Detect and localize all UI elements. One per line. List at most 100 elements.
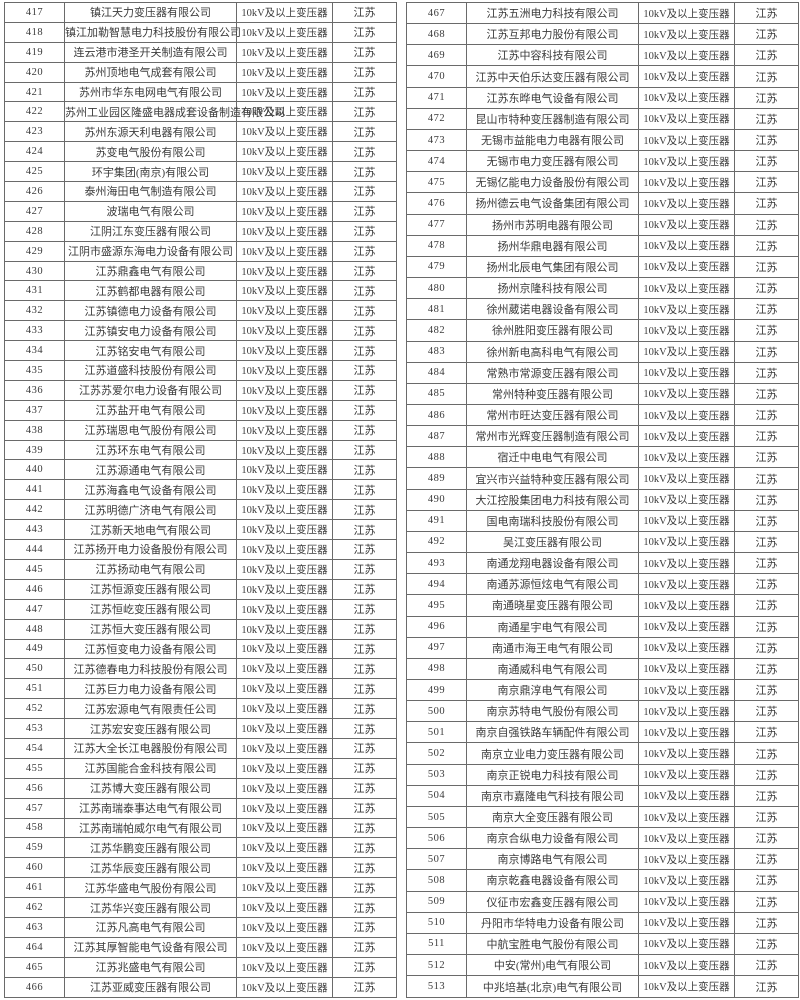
table-row: 509 仪征市宏鑫变压器有限公司 10kV及以上变压器 江苏 — [406, 890, 799, 913]
table-row: 460 江苏华辰变压器有限公司 10kV及以上变压器 江苏 — [4, 857, 397, 879]
table-row: 467 江苏五洲电力科技有限公司 10kV及以上变压器 江苏 — [406, 1, 799, 25]
product-category-cell: 10kV及以上变压器 — [236, 499, 333, 521]
company-name-cell: 扬州华鼎电器有限公司 — [466, 234, 639, 257]
product-category-cell: 10kV及以上变压器 — [638, 1, 735, 25]
row-number-cell: 427 — [4, 200, 65, 222]
product-category-cell: 10kV及以上变压器 — [638, 552, 735, 575]
row-number-cell: 466 — [4, 976, 65, 999]
company-name-cell: 江苏中容科技有限公司 — [466, 44, 639, 67]
product-category-cell: 10kV及以上变压器 — [236, 240, 333, 262]
company-name-cell: 苏变电气股份有限公司 — [64, 141, 237, 163]
company-name-cell: 南京鼎淳电气有限公司 — [466, 678, 639, 702]
province-cell: 江苏 — [332, 519, 397, 541]
province-cell: 江苏 — [332, 897, 397, 918]
company-name-cell: 江苏盐开电气有限公司 — [64, 399, 237, 421]
company-name-cell: 仪征市宏鑫变压器有限公司 — [466, 890, 639, 913]
table-row: 451 江苏巨力电力设备有限公司 10kV及以上变压器 江苏 — [4, 678, 397, 700]
table-row: 457 江苏南瑞泰事达电气有限公司 10kV及以上变压器 江苏 — [4, 797, 397, 819]
product-category-cell: 10kV及以上变压器 — [638, 86, 735, 109]
product-category-cell: 10kV及以上变压器 — [236, 936, 333, 958]
product-category-cell: 10kV及以上变压器 — [638, 488, 735, 511]
product-category-cell: 10kV及以上变压器 — [638, 107, 735, 130]
province-cell: 江苏 — [734, 107, 799, 130]
table-row: 448 江苏恒大变压器有限公司 10kV及以上变压器 江苏 — [4, 618, 397, 640]
table-row: 478 扬州华鼎电器有限公司 10kV及以上变压器 江苏 — [406, 234, 799, 257]
row-number-cell: 461 — [4, 877, 65, 899]
company-name-cell: 江苏凡高电气有限公司 — [64, 916, 237, 938]
table-row: 449 江苏恒变电力设备有限公司 10kV及以上变压器 江苏 — [4, 638, 397, 660]
product-category-cell: 10kV及以上变压器 — [236, 598, 333, 620]
table-row: 423 苏州东源天利电器有限公司 10kV及以上变压器 江苏 — [4, 121, 397, 143]
province-cell: 江苏 — [332, 578, 397, 600]
company-name-cell: 江苏镇安电力设备有限公司 — [64, 320, 237, 342]
row-number-cell: 500 — [406, 700, 467, 723]
company-name-cell: 江苏鹤都电器有限公司 — [64, 280, 237, 302]
row-number-cell: 449 — [4, 638, 65, 660]
product-category-cell: 10kV及以上变压器 — [236, 320, 333, 342]
province-cell: 江苏 — [734, 319, 799, 342]
table-row: 450 江苏德春电力科技股份有限公司 10kV及以上变压器 江苏 — [4, 658, 397, 680]
table-row: 463 江苏凡高电气有限公司 10kV及以上变压器 江苏 — [4, 916, 397, 938]
row-number-cell: 478 — [406, 234, 467, 257]
row-number-cell: 486 — [406, 403, 467, 427]
company-name-cell: 宜兴市兴益特种变压器有限公司 — [466, 467, 639, 490]
product-category-cell: 10kV及以上变压器 — [236, 181, 333, 202]
table-row: 487 常州市光辉变压器制造有限公司 10kV及以上变压器 江苏 — [406, 425, 799, 448]
province-cell: 江苏 — [332, 817, 397, 839]
row-number-cell: 440 — [4, 459, 65, 481]
company-name-cell: 江苏德春电力科技股份有限公司 — [64, 658, 237, 680]
table-row: 427 波瑞电气有限公司 10kV及以上变压器 江苏 — [4, 200, 397, 222]
table-row: 498 南通威科电气有限公司 10kV及以上变压器 江苏 — [406, 657, 799, 681]
supplier-table-right-body: 467 江苏五洲电力科技有限公司 10kV及以上变压器 江苏 468 江苏互邦电力股份有限… — [406, 1, 799, 998]
province-cell: 江苏 — [332, 101, 397, 123]
table-row: 496 南通星宇电气有限公司 10kV及以上变压器 江苏 — [406, 615, 799, 638]
table-row: 505 南京大全变压器有限公司 10kV及以上变压器 江苏 — [406, 805, 799, 829]
table-row: 499 南京鼎淳电气有限公司 10kV及以上变压器 江苏 — [406, 678, 799, 702]
province-cell: 江苏 — [734, 1, 799, 25]
row-number-cell: 435 — [4, 360, 65, 381]
row-number-cell: 455 — [4, 757, 65, 779]
table-row: 503 南京正锐电力科技有限公司 10kV及以上变压器 江苏 — [406, 763, 799, 786]
province-cell: 江苏 — [332, 340, 397, 362]
product-category-cell: 10kV及以上变压器 — [638, 446, 735, 469]
product-category-cell: 10kV及以上变压器 — [638, 975, 735, 998]
company-name-cell: 江苏亚威变压器有限公司 — [64, 976, 237, 999]
table-row: 424 苏变电气股份有限公司 10kV及以上变压器 江苏 — [4, 141, 397, 163]
product-category-cell: 10kV及以上变压器 — [236, 360, 333, 381]
table-row: 437 江苏盐开电气有限公司 10kV及以上变压器 江苏 — [4, 399, 397, 421]
company-name-cell: 江苏恒变电力设备有限公司 — [64, 638, 237, 660]
company-name-cell: 江苏华盛电气股份有限公司 — [64, 877, 237, 899]
table-row: 513 中兆培基(北京)电气有限公司 10kV及以上变压器 江苏 — [406, 975, 799, 998]
row-number-cell: 489 — [406, 467, 467, 490]
table-row: 459 江苏华鹏变压器有限公司 10kV及以上变压器 江苏 — [4, 837, 397, 859]
company-name-cell: 江苏苏爱尔电力设备有限公司 — [64, 379, 237, 401]
province-cell: 江苏 — [332, 220, 397, 242]
company-name-cell: 南京立业电力变压器有限公司 — [466, 742, 639, 765]
row-number-cell: 437 — [4, 399, 65, 421]
row-number-cell: 472 — [406, 107, 467, 130]
supplier-table-left-body: 417 镇江天力变压器有限公司 10kV及以上变压器 江苏 418 镇江加勒智慧电力科技股… — [4, 2, 397, 999]
product-category-cell: 10kV及以上变压器 — [638, 954, 735, 977]
province-cell: 江苏 — [734, 361, 799, 384]
product-category-cell: 10kV及以上变压器 — [638, 234, 735, 257]
province-cell: 江苏 — [332, 618, 397, 640]
province-cell: 江苏 — [332, 280, 397, 302]
province-cell: 江苏 — [734, 340, 799, 363]
company-name-cell: 苏州市华东电网电气有限公司 — [64, 81, 237, 103]
row-number-cell: 498 — [406, 657, 467, 681]
row-number-cell: 471 — [406, 86, 467, 109]
row-number-cell: 448 — [4, 618, 65, 640]
province-cell: 江苏 — [332, 21, 397, 43]
province-cell: 江苏 — [734, 192, 799, 215]
table-row: 455 江苏国能合金科技有限公司 10kV及以上变压器 江苏 — [4, 757, 397, 779]
company-name-cell: 吴江变压器有限公司 — [466, 530, 639, 554]
company-name-cell: 中航宝胜电气股份有限公司 — [466, 932, 639, 956]
row-number-cell: 446 — [4, 578, 65, 600]
province-cell: 江苏 — [332, 459, 397, 481]
table-row: 446 江苏恒源变压器有限公司 10kV及以上变压器 江苏 — [4, 578, 397, 600]
table-row: 471 江苏东晔电气设备有限公司 10kV及以上变压器 江苏 — [406, 86, 799, 109]
row-number-cell: 506 — [406, 827, 467, 850]
product-category-cell: 10kV及以上变压器 — [236, 61, 333, 83]
company-name-cell: 连云港市港圣开关制造有限公司 — [64, 41, 237, 63]
company-name-cell: 江苏瑞恩电气股份有限公司 — [64, 419, 237, 441]
